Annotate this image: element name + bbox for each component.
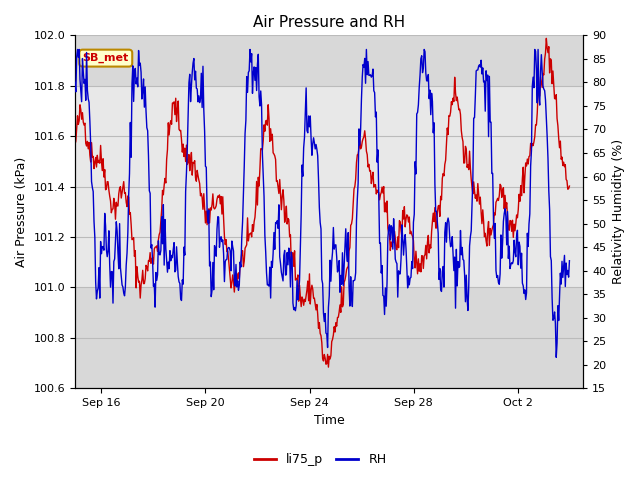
Text: SB_met: SB_met: [83, 53, 129, 63]
Title: Air Pressure and RH: Air Pressure and RH: [253, 15, 405, 30]
X-axis label: Time: Time: [314, 414, 344, 427]
Bar: [75, 86, 583, 288]
Legend: li75_p, RH: li75_p, RH: [248, 448, 392, 471]
Y-axis label: Relativity Humidity (%): Relativity Humidity (%): [612, 139, 625, 284]
Y-axis label: Air Pressure (kPa): Air Pressure (kPa): [15, 156, 28, 267]
